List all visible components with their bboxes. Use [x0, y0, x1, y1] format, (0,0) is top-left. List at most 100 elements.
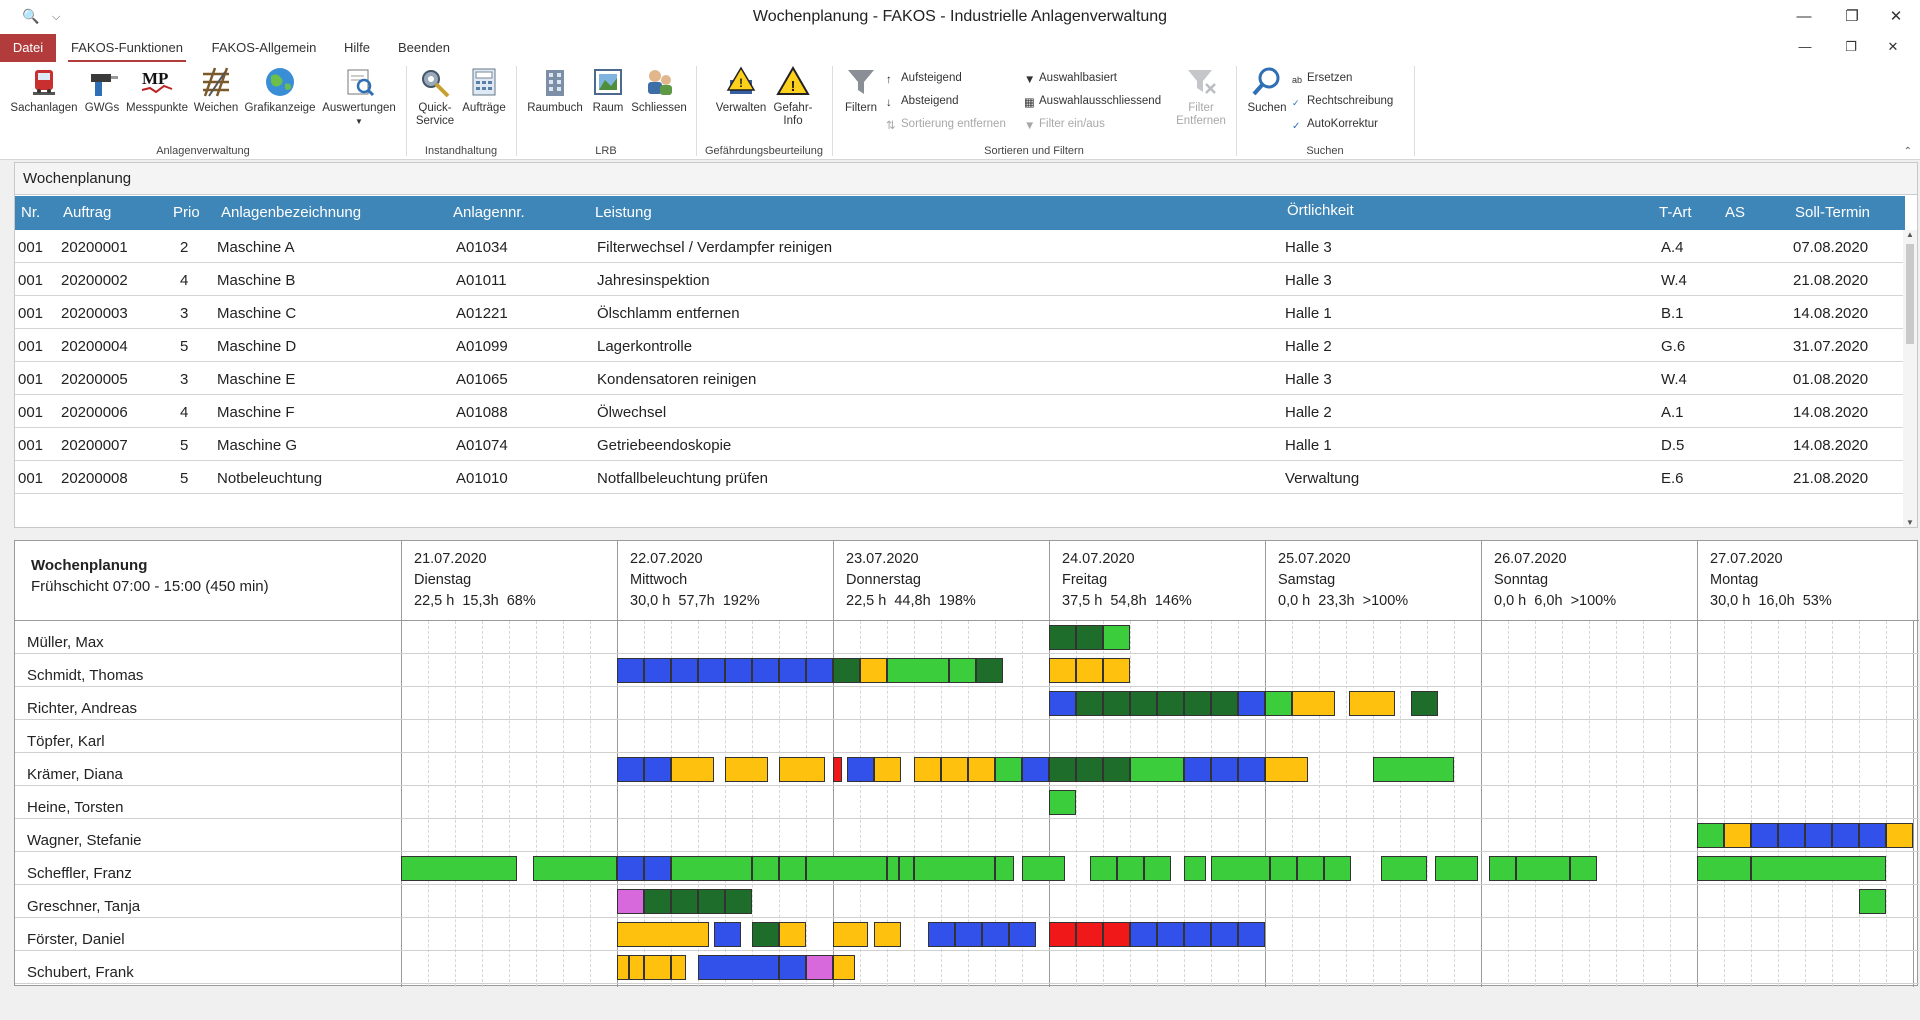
task-bar[interactable]: [1184, 856, 1206, 881]
absteigend-button[interactable]: ↓ Absteigend: [886, 93, 959, 109]
task-bar[interactable]: [1130, 691, 1157, 716]
table-row[interactable]: 001 20200004 5 Maschine D A01099 Lagerkontrol…: [15, 329, 1905, 362]
scroll-up-icon[interactable]: ▲: [1906, 230, 1914, 239]
doc-restore-button[interactable]: ❐: [1845, 39, 1857, 54]
staff-name[interactable]: Richter, Andreas: [15, 687, 401, 720]
task-bar[interactable]: [914, 856, 995, 881]
task-bar[interactable]: [806, 856, 887, 881]
task-bar[interactable]: [725, 757, 769, 782]
col-header-anlagenbezeichnung[interactable]: Anlagenbezeichnung: [221, 204, 362, 221]
task-bar[interactable]: [1076, 757, 1103, 782]
col-header-t-art[interactable]: T-Art: [1659, 204, 1692, 221]
suchen-button[interactable]: Suchen: [1242, 66, 1292, 115]
task-bar[interactable]: [671, 757, 715, 782]
task-bar[interactable]: [617, 658, 644, 683]
task-bar[interactable]: [1184, 757, 1211, 782]
task-bar[interactable]: [752, 922, 779, 947]
task-bar[interactable]: [1238, 691, 1265, 716]
task-bar[interactable]: [1324, 856, 1352, 881]
task-bar[interactable]: [752, 658, 779, 683]
task-bar[interactable]: [671, 658, 698, 683]
schliessen-button[interactable]: Schliessen: [630, 66, 688, 115]
task-bar[interactable]: [954, 922, 982, 947]
task-bar[interactable]: [1211, 856, 1271, 881]
task-bar[interactable]: [833, 922, 869, 947]
task-bar[interactable]: [1238, 757, 1265, 782]
gefahr-info-button[interactable]: ! Gefahr- Info: [772, 65, 814, 128]
task-bar[interactable]: [1184, 922, 1211, 947]
search-icon[interactable]: 🔍: [22, 8, 40, 24]
task-bar[interactable]: [1859, 889, 1886, 914]
task-bar[interactable]: [1211, 922, 1238, 947]
filtern-button[interactable]: Filtern: [840, 66, 882, 115]
auswahlbasiert-button[interactable]: ▼ Auswahlbasiert: [1024, 70, 1117, 86]
task-bar[interactable]: [1570, 856, 1598, 881]
task-bar[interactable]: [1076, 658, 1103, 683]
staff-name[interactable]: Schubert, Frank: [15, 951, 401, 984]
ersetzen-button[interactable]: ab Ersetzen: [1292, 70, 1352, 86]
task-bar[interactable]: [1211, 757, 1238, 782]
task-bar[interactable]: [1022, 757, 1049, 782]
task-bar[interactable]: [644, 889, 671, 914]
task-bar[interactable]: [671, 889, 698, 914]
task-bar[interactable]: [779, 856, 806, 881]
staff-name[interactable]: Scheffler, Franz: [15, 852, 401, 885]
tab-fakos-funktionen[interactable]: FAKOS-Funktionen: [68, 34, 186, 62]
doc-minimize-button[interactable]: —: [1798, 39, 1812, 54]
task-bar[interactable]: [887, 658, 950, 683]
task-bar[interactable]: [1130, 922, 1157, 947]
task-bar[interactable]: [995, 856, 1014, 881]
task-bar[interactable]: [1697, 823, 1724, 848]
task-bar[interactable]: [714, 922, 742, 947]
table-row[interactable]: 001 20200002 4 Maschine B A01011 Jahresinspek…: [15, 263, 1905, 296]
task-bar[interactable]: [1778, 823, 1805, 848]
task-bar[interactable]: [617, 856, 644, 881]
task-bar[interactable]: [1022, 856, 1066, 881]
task-bar[interactable]: [1348, 691, 1395, 716]
task-bar[interactable]: [1049, 757, 1076, 782]
task-bar[interactable]: [401, 856, 518, 881]
task-bar[interactable]: [1724, 823, 1751, 848]
task-bar[interactable]: [1516, 856, 1571, 881]
task-bar[interactable]: [981, 922, 1009, 947]
task-bar[interactable]: [698, 658, 725, 683]
table-row[interactable]: 001 20200006 4 Maschine F A01088 Ölwechsel Hal…: [15, 395, 1905, 428]
task-bar[interactable]: [1238, 922, 1265, 947]
task-bar[interactable]: [1270, 856, 1298, 881]
staff-name[interactable]: Greschner, Tanja: [15, 885, 401, 918]
table-row[interactable]: 001 20200005 3 Maschine E A01065 Kondensatore…: [15, 362, 1905, 395]
task-bar[interactable]: [644, 757, 671, 782]
task-bar[interactable]: [833, 955, 855, 980]
task-bar[interactable]: [1373, 757, 1454, 782]
quick-service-button[interactable]: Quick- Service: [410, 66, 460, 128]
aufsteigend-button[interactable]: ↑ Aufsteigend: [886, 70, 962, 86]
task-bar[interactable]: [976, 658, 1004, 683]
task-bar[interactable]: [846, 757, 874, 782]
task-bar[interactable]: [671, 856, 752, 881]
quick-access-dropdown-icon[interactable]: ⌵: [52, 11, 61, 23]
task-bar[interactable]: [779, 922, 806, 947]
task-bar[interactable]: [1381, 856, 1427, 881]
table-row[interactable]: 001 20200007 5 Maschine G A01074 Getriebeendo…: [15, 428, 1905, 461]
weichen-button[interactable]: Weichen: [192, 66, 240, 115]
task-bar[interactable]: [1157, 922, 1184, 947]
task-bar[interactable]: [1265, 691, 1292, 716]
task-bar[interactable]: [1103, 691, 1130, 716]
task-bar[interactable]: [1049, 790, 1076, 815]
scrollbar-thumb[interactable]: [1906, 244, 1914, 344]
task-bar[interactable]: [914, 757, 941, 782]
staff-name[interactable]: Müller, Max: [15, 621, 401, 654]
task-bar[interactable]: [725, 889, 752, 914]
task-bar[interactable]: [1103, 625, 1130, 650]
task-bar[interactable]: [873, 757, 901, 782]
verwalten-button[interactable]: ! Verwalten: [710, 66, 772, 115]
task-bar[interactable]: [1435, 856, 1479, 881]
auftraege-button[interactable]: Aufträge: [460, 66, 508, 115]
rechtschreibung-button[interactable]: ✓ Rechtschreibung: [1292, 93, 1393, 109]
doc-close-button[interactable]: ✕: [1887, 39, 1899, 54]
auswahlausschliessend-button[interactable]: ▦ Auswahlausschliessend: [1024, 93, 1161, 109]
staff-name[interactable]: Krämer, Diana: [15, 753, 401, 786]
col-header-auftrag[interactable]: Auftrag: [63, 204, 112, 221]
task-bar[interactable]: [1410, 691, 1438, 716]
task-bar[interactable]: [1292, 691, 1336, 716]
